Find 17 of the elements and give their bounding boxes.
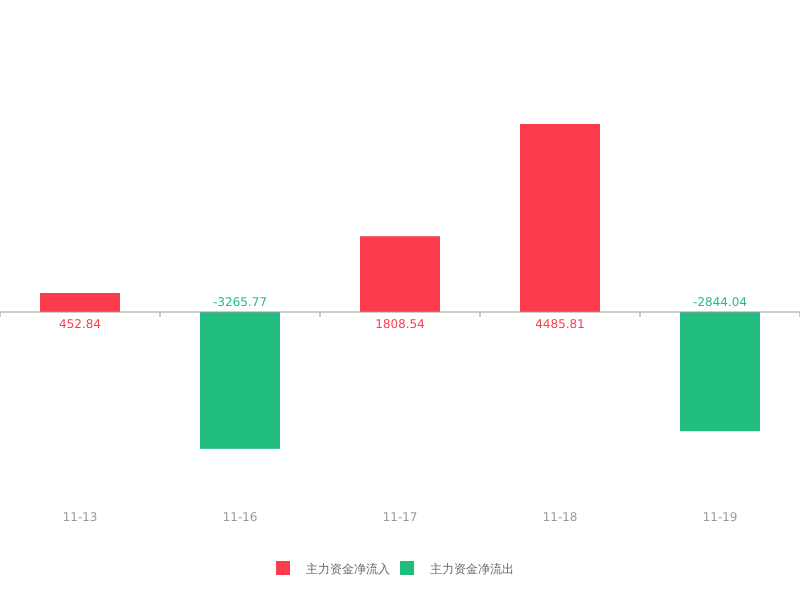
- legend-label: 主力资金净流出: [430, 562, 514, 576]
- data-label: 1808.54: [375, 317, 425, 331]
- data-label: 452.84: [59, 317, 101, 331]
- x-tick-label: 11-19: [702, 510, 738, 524]
- data-label: 4485.81: [535, 317, 585, 331]
- x-tick-label: 11-13: [62, 510, 98, 524]
- bar: [680, 312, 760, 432]
- data-label: -2844.04: [693, 295, 747, 309]
- data-label: -3265.77: [213, 295, 267, 309]
- x-tick-label: 11-17: [382, 510, 418, 524]
- bar: [360, 236, 440, 312]
- bar: [520, 124, 600, 312]
- x-tick-label: 11-16: [222, 510, 258, 524]
- x-tick-label: 11-18: [542, 510, 578, 524]
- bar: [40, 293, 120, 312]
- bar: [200, 312, 280, 449]
- legend-label: 主力资金净流入: [306, 562, 390, 576]
